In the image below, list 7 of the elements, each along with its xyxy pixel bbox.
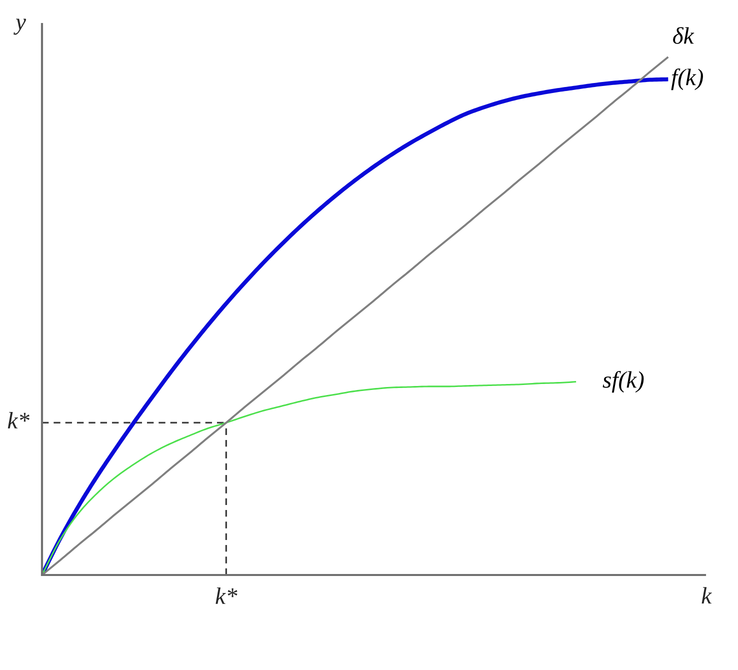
series-label: f(k): [671, 68, 703, 90]
series-label: sf(k): [602, 370, 644, 393]
text: k*: [216, 588, 238, 604]
x-axis-title: k: [702, 587, 712, 604]
series-label: δk: [673, 27, 694, 44]
y-axis-title: y: [14, 18, 26, 35]
ref-line-label: k*: [8, 412, 30, 428]
